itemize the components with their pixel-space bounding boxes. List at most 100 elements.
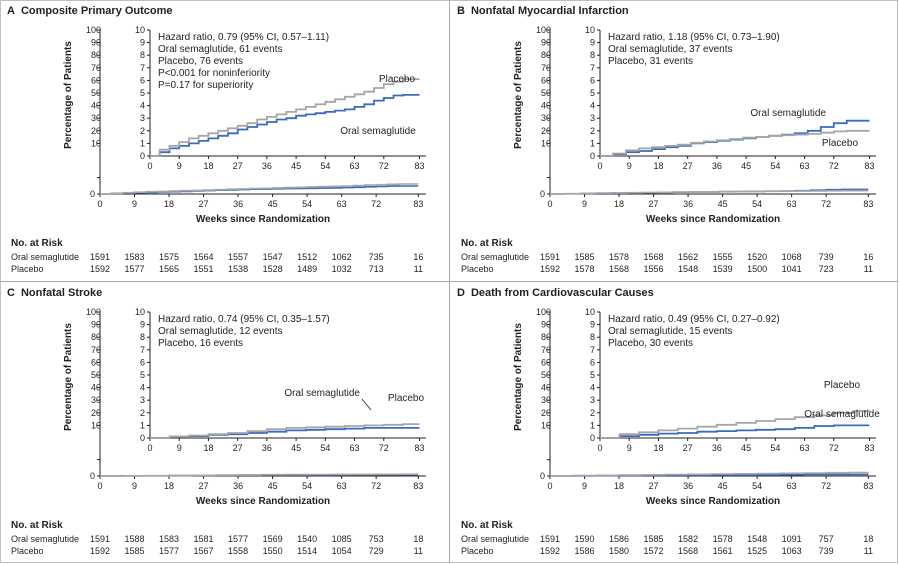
annotation-line-1: Hazard ratio, 0.79 (95% CI, 0.57–1.11) <box>158 32 329 43</box>
annotation-line-2: Oral semaglutide, 37 events <box>608 44 733 55</box>
risk-value-placebo-36: 1538 <box>228 264 248 274</box>
main-y-tick-label-100: 100 <box>86 25 101 35</box>
risk-value-placebo-45: 1539 <box>713 264 733 274</box>
main-y-tick-label-20: 20 <box>541 408 551 418</box>
x-tick-label-0: 0 <box>97 199 102 209</box>
annotation-line-5: P=0.17 for superiority <box>158 80 253 91</box>
x-tick-label-18: 18 <box>164 481 174 491</box>
inset-x-tick-label-83: 83 <box>414 161 424 171</box>
inset-y-tick-label-0: 0 <box>140 433 145 443</box>
inset-y-tick-label-5: 5 <box>140 88 145 98</box>
inset-y-tick-label-8: 8 <box>140 332 145 342</box>
inset-x-tick-label-18: 18 <box>203 443 213 453</box>
inset-y-tick-label-1: 1 <box>140 420 145 430</box>
risk-table-heading: No. at Risk <box>461 238 513 249</box>
inset-axes <box>547 29 876 185</box>
risk-value-oral-semaglutide-36: 1582 <box>678 534 698 544</box>
main-y-tick-label-10: 10 <box>91 138 101 148</box>
main-y-tick-label-0: 0 <box>90 189 95 199</box>
risk-value-placebo-9: 1585 <box>125 546 145 556</box>
risk-value-placebo-54: 1489 <box>297 264 317 274</box>
risk-value-oral-semaglutide-18: 1578 <box>609 252 629 262</box>
x-tick-label-18: 18 <box>164 199 174 209</box>
main-y-tick-label-80: 80 <box>91 50 101 60</box>
x-axis-title: Weeks since Randomization <box>196 496 330 507</box>
risk-value-oral-semaglutide-72: 753 <box>369 534 384 544</box>
annotation-line-1: Hazard ratio, 1.18 (95% CI, 0.73–1.90) <box>608 32 780 43</box>
inset-y-tick-label-0: 0 <box>140 151 145 161</box>
inset-y-tick-label-6: 6 <box>590 75 595 85</box>
main-y-tick-label-60: 60 <box>91 357 101 367</box>
inset-y-tick-label-5: 5 <box>140 370 145 380</box>
risk-value-oral-semaglutide-83: 18 <box>413 534 423 544</box>
risk-value-placebo-45: 1528 <box>263 264 283 274</box>
risk-value-placebo-83: 11 <box>864 546 873 556</box>
series-label-leader-line <box>361 398 372 411</box>
risk-value-oral-semaglutide-36: 1562 <box>678 252 698 262</box>
x-tick-label-45: 45 <box>268 199 278 209</box>
annotation-line-2: Oral semaglutide, 61 events <box>158 44 283 55</box>
main-y-tick-label-60: 60 <box>91 75 101 85</box>
inset-x-tick-label-54: 54 <box>770 443 780 453</box>
risk-value-placebo-63: 1041 <box>782 264 802 274</box>
series-label-placebo: Placebo <box>824 380 861 391</box>
inset-x-tick-label-18: 18 <box>203 161 213 171</box>
risk-row-label-placebo: Placebo <box>11 264 44 274</box>
risk-value-placebo-83: 11 <box>414 264 423 274</box>
inset-x-tick-label-63: 63 <box>350 443 360 453</box>
inset-x-tick-label-45: 45 <box>291 161 301 171</box>
inset-x-tick-label-18: 18 <box>653 161 663 171</box>
inset-y-tick-label-2: 2 <box>590 408 595 418</box>
risk-row-label-oral-semaglutide: Oral semaglutide <box>461 534 529 544</box>
inset-y-tick-label-10: 10 <box>585 25 595 35</box>
inset-y-tick-label-2: 2 <box>140 408 145 418</box>
inset-x-tick-label-36: 36 <box>712 161 722 171</box>
main-y-tick-label-10: 10 <box>91 420 101 430</box>
risk-value-placebo-45: 1550 <box>263 546 283 556</box>
inset-y-tick-label-5: 5 <box>590 370 595 380</box>
x-axis-title: Weeks since Randomization <box>196 214 330 225</box>
inset-series-line-oral-semaglutide <box>150 94 420 157</box>
risk-value-oral-semaglutide-54: 1512 <box>297 252 317 262</box>
annotation-line-1: Hazard ratio, 0.74 (95% CI, 0.35–1.57) <box>158 314 330 325</box>
x-tick-label-0: 0 <box>547 199 552 209</box>
main-y-tick-label-70: 70 <box>91 63 101 73</box>
main-y-tick-label-20: 20 <box>91 408 101 418</box>
annotation-line-1: Hazard ratio, 0.49 (95% CI, 0.27–0.92) <box>608 314 780 325</box>
x-tick-label-63: 63 <box>337 481 347 491</box>
risk-value-oral-semaglutide-72: 757 <box>819 534 834 544</box>
x-tick-label-0: 0 <box>97 481 102 491</box>
risk-value-oral-semaglutide-27: 1581 <box>194 534 214 544</box>
risk-value-oral-semaglutide-0: 1591 <box>540 252 560 262</box>
inset-y-tick-label-2: 2 <box>140 126 145 136</box>
risk-value-oral-semaglutide-45: 1555 <box>713 252 733 262</box>
chart-svg-d: D Death from Cardiovascular Causes Percent… <box>457 287 880 556</box>
panel-nonfatal-myocardial-infarction: B Nonfatal Myocardial Infarction Percentag… <box>450 0 899 281</box>
inset-y-tick-label-8: 8 <box>140 50 145 60</box>
inset-y-tick-label-4: 4 <box>590 101 595 111</box>
inset-x-tick-label-9: 9 <box>177 443 182 453</box>
inset-y-tick-label-9: 9 <box>590 320 595 330</box>
x-tick-label-27: 27 <box>649 481 659 491</box>
inset-x-tick-label-54: 54 <box>320 443 330 453</box>
annotation-line-3: Placebo, 76 events <box>158 56 243 67</box>
inset-y-tick-label-6: 6 <box>590 357 595 367</box>
risk-value-placebo-72: 729 <box>369 546 384 556</box>
x-tick-label-36: 36 <box>233 199 243 209</box>
main-y-tick-label-10: 10 <box>541 420 551 430</box>
risk-value-placebo-0: 1592 <box>540 264 560 274</box>
x-axis-title: Weeks since Randomization <box>646 496 780 507</box>
risk-row-label-placebo: Placebo <box>461 546 494 556</box>
series-label-oral-semaglutide: Oral semaglutide <box>284 388 360 399</box>
main-series-line-oral-semaglutide <box>100 185 419 195</box>
risk-value-oral-semaglutide-36: 1557 <box>228 252 248 262</box>
risk-row-label-oral-semaglutide: Oral semaglutide <box>461 252 529 262</box>
main-y-tick-label-100: 100 <box>536 307 551 317</box>
panel-title: A Composite Primary Outcome <box>7 5 173 17</box>
inset-y-tick-label-4: 4 <box>140 101 145 111</box>
annotation-line-2: Oral semaglutide, 12 events <box>158 326 283 337</box>
risk-value-placebo-36: 1548 <box>678 264 698 274</box>
risk-table-heading: No. at Risk <box>11 520 63 531</box>
risk-value-placebo-27: 1572 <box>644 546 664 556</box>
